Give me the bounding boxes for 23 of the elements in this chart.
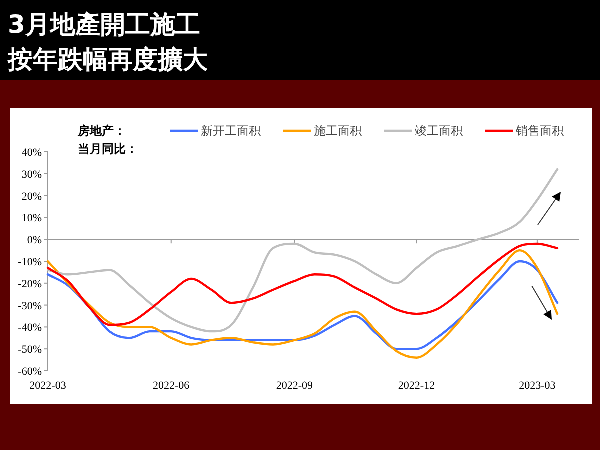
chart-subtitle: 按年跌幅再度擴大	[7, 45, 209, 74]
x-tick-label: 2022-06	[153, 380, 190, 392]
y-tick-label: -40%	[18, 322, 42, 334]
y-tick-label: -20%	[18, 278, 42, 290]
chart-title: 3月地產開工施工	[8, 10, 200, 39]
legend-label: 销售面积	[515, 124, 564, 138]
y-tick-label: 30%	[22, 168, 42, 181]
legend-label: 新开工面积	[201, 124, 261, 138]
x-tick-label: 2022-09	[276, 380, 314, 392]
x-tick-label: 2023-03	[519, 380, 556, 392]
y-tick-label: 20%	[22, 190, 42, 203]
y-tick-label: -30%	[18, 300, 42, 312]
legend-label: 施工面积	[314, 124, 362, 138]
y-tick-label: 40%	[22, 147, 42, 159]
y-tick-label: 0%	[27, 234, 42, 247]
y-tick-label: 10%	[22, 212, 42, 225]
y-tick-label: -60%	[18, 366, 42, 378]
y-tick-label: -10%	[18, 256, 42, 268]
x-tick-label: 2022-03	[30, 380, 67, 392]
legend-label: 竣工面积	[415, 124, 463, 138]
legend-title: 房地产：当月同比：	[77, 124, 138, 156]
x-tick-label: 2022-12	[398, 380, 436, 392]
y-tick-label: -50%	[18, 344, 42, 356]
